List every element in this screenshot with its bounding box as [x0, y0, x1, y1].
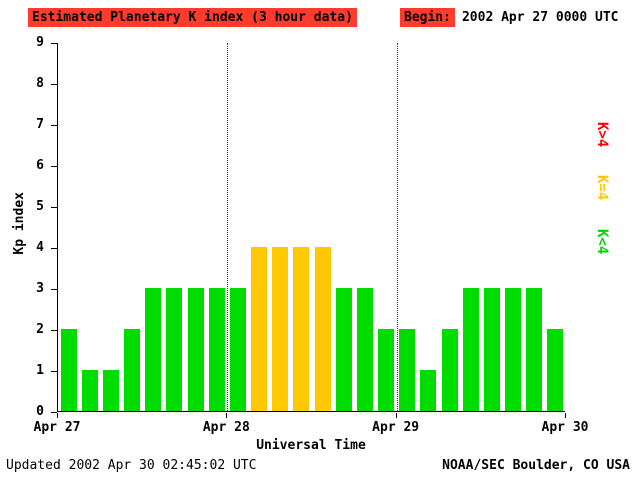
kp-bar: [420, 370, 437, 411]
updated-text: Updated 2002 Apr 30 02:45:02 UTC: [6, 458, 257, 473]
kp-bar: [526, 288, 543, 411]
chart-title: Estimated Planetary K index (3 hour data…: [28, 8, 357, 27]
y-tick-mark: [51, 412, 57, 413]
kp-bar: [356, 288, 373, 411]
x-axis-ticks: Apr 27 Apr 28 Apr 29 Apr 30: [34, 413, 588, 437]
kp-bar: [483, 288, 500, 411]
y-tick-mark: [51, 371, 57, 372]
kp-bar: [145, 288, 162, 411]
y-tick-mark: [51, 330, 57, 331]
y-tick-label: 8: [36, 76, 44, 91]
y-tick-label: 0: [36, 404, 44, 419]
kp-bar: [251, 247, 268, 411]
kp-bar: [272, 247, 289, 411]
y-tick-label: 4: [36, 240, 44, 255]
kp-bar: [166, 288, 183, 411]
kp-bar: [505, 288, 522, 411]
y-tick-mark: [51, 125, 57, 126]
kp-bar: [462, 288, 479, 411]
y-tick-mark: [51, 43, 57, 44]
x-tick-mark: [226, 413, 228, 418]
kp-bar: [547, 329, 564, 411]
y-tick-label: 7: [36, 117, 44, 132]
y-tick-label: 9: [36, 35, 44, 50]
y-tick-mark: [51, 248, 57, 249]
x-axis-title: Universal Time: [256, 438, 366, 453]
y-tick-mark: [51, 84, 57, 85]
y-tick-label: 2: [36, 322, 44, 337]
y-tick-label: 5: [36, 199, 44, 214]
kp-bar: [229, 288, 246, 411]
y-tick-mark: [51, 207, 57, 208]
legend-item: K<4: [594, 228, 610, 254]
begin-label: Begin:: [400, 8, 455, 27]
kp-bar: [208, 288, 225, 411]
kp-bar: [335, 288, 352, 411]
x-tick-mark: [565, 413, 566, 418]
kp-bar: [441, 329, 458, 411]
x-tick-label: Apr 27: [33, 420, 81, 435]
kp-bar: [187, 288, 204, 411]
x-tick-label: Apr 28: [202, 420, 250, 435]
y-tick-mark: [51, 166, 57, 167]
begin-info: Begin: 2002 Apr 27 0000 UTC: [400, 8, 619, 27]
kp-bar: [124, 329, 141, 411]
day-boundary-gridline: [227, 43, 229, 411]
kp-bar: [60, 329, 77, 411]
x-tick-mark: [395, 413, 397, 418]
kp-bar: [378, 329, 395, 411]
y-tick-label: 6: [36, 158, 44, 173]
y-tick-label: 1: [36, 363, 44, 378]
kp-bar: [81, 370, 98, 411]
legend-item: K>4: [594, 122, 610, 148]
day-boundary-gridline: [396, 43, 398, 411]
kp-bar: [102, 370, 119, 411]
kp-bar: [293, 247, 310, 411]
y-tick-mark: [51, 289, 57, 290]
credit-text: NOAA/SEC Boulder, CO USA: [442, 458, 630, 473]
plot-area: [57, 43, 565, 412]
begin-value: 2002 Apr 27 0000 UTC: [461, 10, 619, 25]
y-tick-label: 3: [36, 281, 44, 296]
x-tick-label: Apr 29: [372, 420, 420, 435]
legend: K>4 K=4 K<4: [594, 122, 610, 254]
kp-bar: [314, 247, 331, 411]
y-axis-ticks: 0 1 2 3 4 5 6 7 8 9: [0, 35, 57, 419]
kp-bar: [399, 329, 416, 411]
x-tick-mark: [57, 413, 58, 418]
x-tick-label: Apr 30: [541, 420, 589, 435]
legend-item: K=4: [594, 175, 610, 201]
